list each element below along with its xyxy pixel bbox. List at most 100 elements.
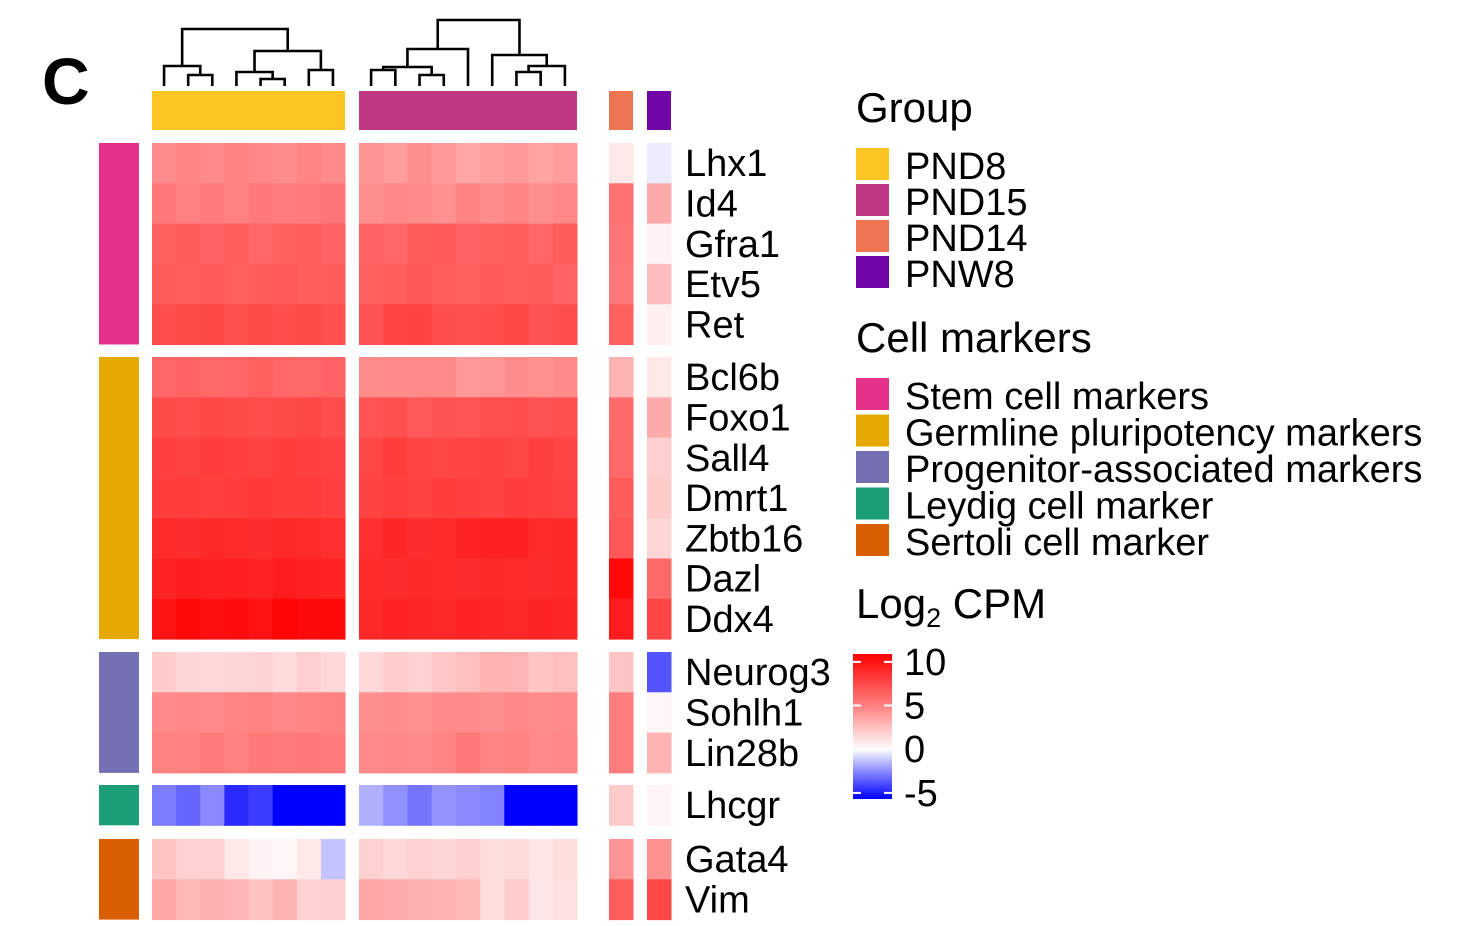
heatmap-cell xyxy=(480,652,505,693)
heatmap-cell xyxy=(528,732,554,774)
heatmap-cell xyxy=(248,223,274,265)
gene-label: Lin28b xyxy=(685,733,799,775)
heatmap-cell xyxy=(224,477,250,519)
heatmap-cell xyxy=(504,558,530,600)
heatmap-cell xyxy=(528,839,554,880)
heatmap-cell xyxy=(248,652,274,693)
scale-title-sub: 2 xyxy=(926,603,941,633)
marker-legend-swatch xyxy=(856,487,889,520)
heatmap-cell xyxy=(504,357,530,398)
dendrogram-link xyxy=(369,68,397,86)
heatmap-cell xyxy=(248,558,274,600)
heatmap-cell xyxy=(200,304,225,345)
heatmap-cell xyxy=(176,518,201,559)
heatmap-cell xyxy=(552,143,578,184)
gene-label: Id4 xyxy=(685,184,738,226)
heatmap-cell xyxy=(200,397,225,439)
heatmap-cell xyxy=(359,839,384,880)
heatmap-cell xyxy=(176,437,201,479)
heatmap-cell xyxy=(528,785,554,826)
marker-annotation-cell xyxy=(99,357,139,640)
heatmap-cell xyxy=(296,357,322,398)
heatmap-cell xyxy=(504,598,530,640)
heatmap-cell xyxy=(647,263,672,305)
heatmap-cell xyxy=(320,477,346,519)
group-legend-label: PND8 xyxy=(905,146,1006,188)
heatmap-cell xyxy=(407,263,433,305)
heatmap-cell xyxy=(152,357,177,398)
marker-annotation-cell xyxy=(99,785,139,826)
scale-legend-title: Log2 CPM xyxy=(856,580,1046,633)
heatmap-cell xyxy=(296,477,322,519)
heatmap-cell xyxy=(359,477,384,519)
heatmap-cell xyxy=(200,223,225,265)
heatmap-cell xyxy=(552,785,578,826)
heatmap-cell xyxy=(383,304,408,345)
heatmap-cell xyxy=(647,785,672,826)
heatmap-cell xyxy=(224,357,250,398)
heatmap-cell xyxy=(552,518,578,559)
heatmap-cell xyxy=(359,304,384,345)
heatmap-cell xyxy=(383,692,408,734)
heatmap-cell xyxy=(359,183,384,225)
heatmap-cell xyxy=(320,397,346,439)
heatmap-cell xyxy=(383,263,408,305)
heatmap-cell xyxy=(609,477,634,519)
heatmap-cell xyxy=(647,477,672,519)
heatmap-cell xyxy=(383,518,408,559)
heatmap-cell xyxy=(609,518,634,559)
heatmap-cell xyxy=(272,558,298,600)
heatmap-cell xyxy=(176,652,201,693)
heatmap-cell xyxy=(528,558,554,600)
heatmap-cell xyxy=(248,397,274,439)
heatmap-cell xyxy=(272,652,298,693)
heatmap-cell xyxy=(320,692,346,734)
heatmap-cell xyxy=(431,263,457,305)
heatmap-cell xyxy=(407,183,433,225)
heatmap-cell xyxy=(296,598,322,640)
heatmap-cell xyxy=(176,263,201,305)
column-dendrograms xyxy=(162,18,567,86)
heatmap-cell xyxy=(272,692,298,734)
heatmap-cell xyxy=(200,558,225,600)
heatmap-cell xyxy=(272,839,298,880)
heatmap-cell xyxy=(504,397,530,439)
heatmap-cell xyxy=(528,879,554,921)
heatmap-cell xyxy=(320,558,346,600)
heatmap-cell xyxy=(504,839,530,880)
heatmap-cell xyxy=(407,518,433,559)
dendrogram-link xyxy=(307,68,335,86)
heatmap-cell xyxy=(272,732,298,774)
heatmap-cell xyxy=(248,785,274,826)
heatmap-cell xyxy=(431,477,457,519)
heatmap-cells xyxy=(152,143,672,921)
heatmap-cell xyxy=(296,692,322,734)
heatmap-cell xyxy=(383,437,408,479)
heatmap-cell xyxy=(248,598,274,640)
group-legend-label: PNW8 xyxy=(905,254,1015,296)
heatmap-cell xyxy=(224,598,250,640)
heatmap-cell xyxy=(609,839,634,880)
heatmap-cell xyxy=(455,785,481,826)
scale-title-main: Log xyxy=(856,580,926,627)
heatmap-cell xyxy=(407,304,433,345)
heatmap-cell xyxy=(528,652,554,693)
heatmap-cell xyxy=(176,879,201,921)
heatmap-cell xyxy=(431,518,457,559)
group-legend-swatch xyxy=(856,220,889,252)
heatmap-cell xyxy=(647,598,672,640)
heatmap-cell xyxy=(552,263,578,305)
heatmap-cell xyxy=(152,304,177,345)
heatmap-cell xyxy=(480,879,505,921)
heatmap-cell xyxy=(528,437,554,479)
heatmap-cell xyxy=(272,437,298,479)
heatmap-cell xyxy=(431,598,457,640)
heatmap-cell xyxy=(152,143,177,184)
heatmap-cell xyxy=(609,732,634,774)
heatmap-cell xyxy=(200,879,225,921)
heatmap-cell xyxy=(431,785,457,826)
heatmap-cell xyxy=(431,652,457,693)
heatmap-cell xyxy=(272,518,298,559)
heatmap-cell xyxy=(320,143,346,184)
